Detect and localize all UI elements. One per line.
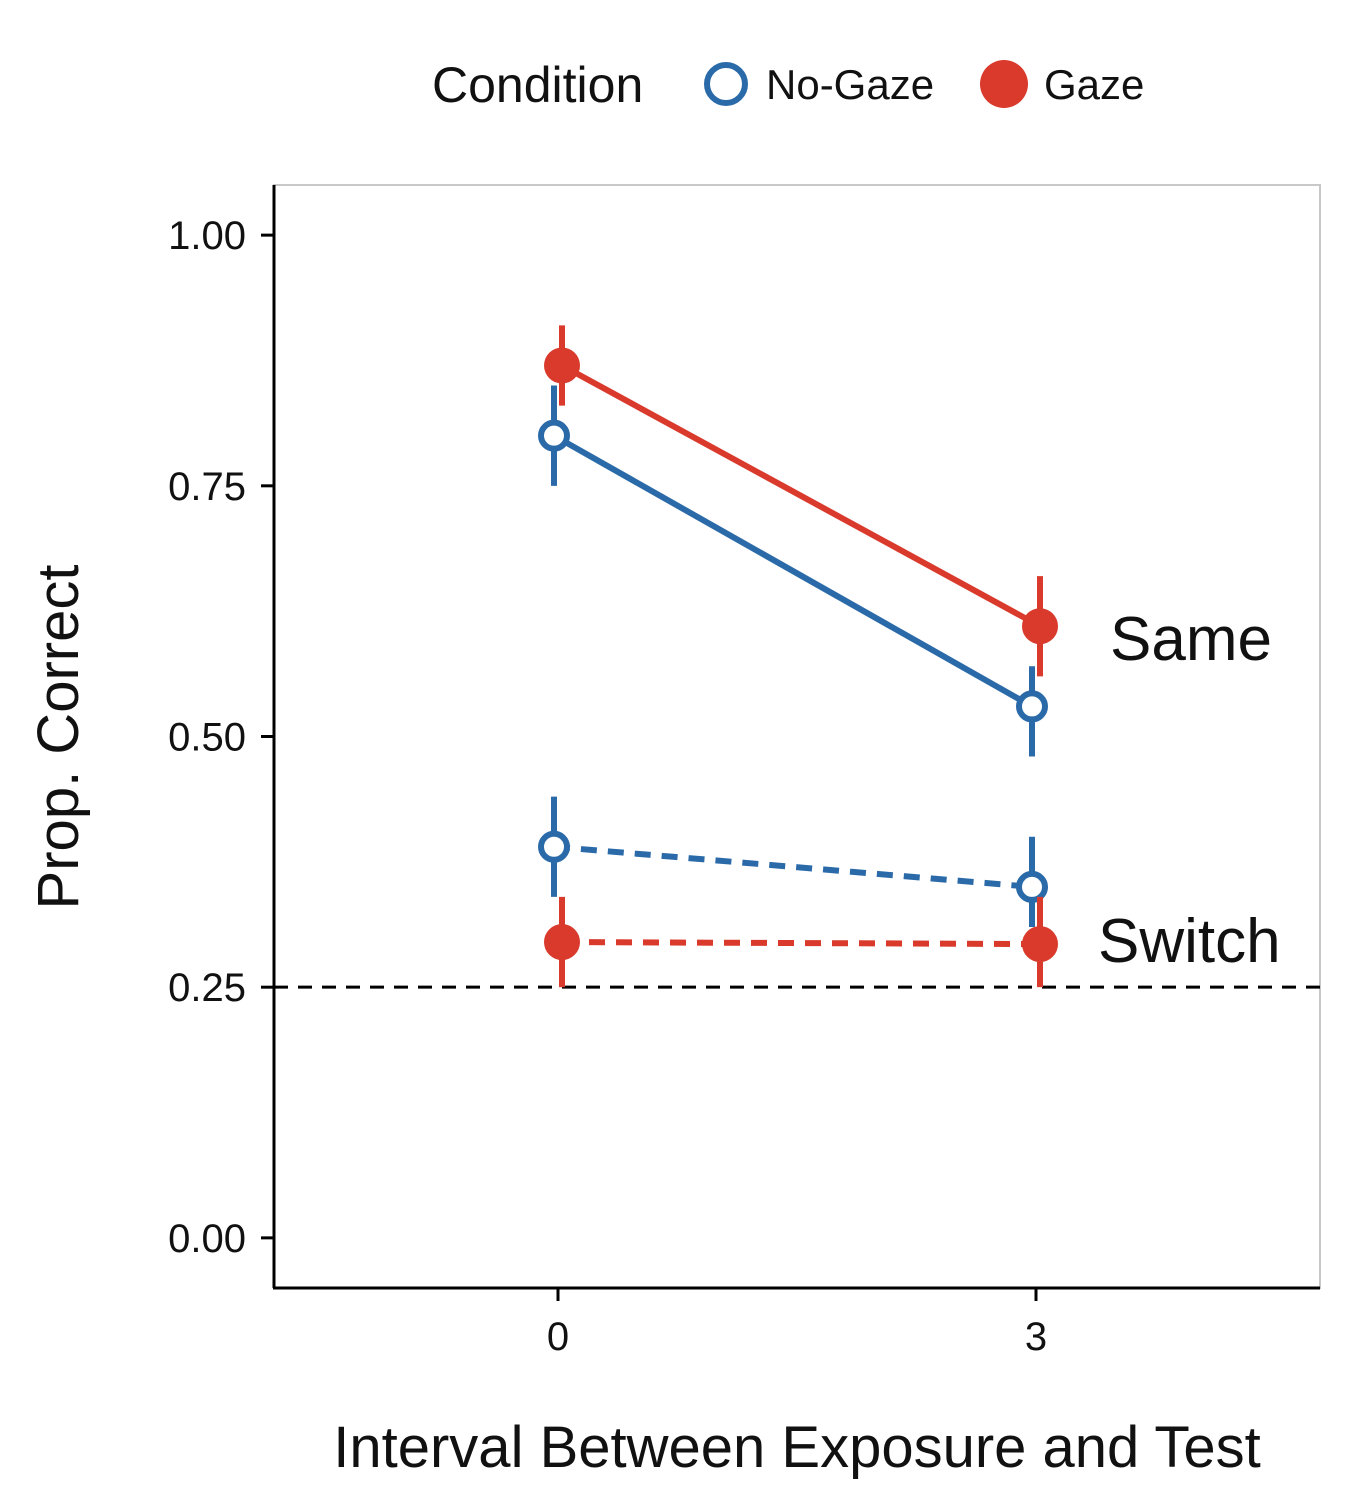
y-axis-title: Prop. Correct: [26, 565, 91, 910]
data-point: [1016, 690, 1048, 723]
series-no-gaze-same: [538, 385, 1048, 757]
series-no-gaze-switch: [538, 796, 1048, 928]
y-tick-label: 1.00: [168, 214, 246, 258]
legend-gaze-marker-icon: [980, 60, 1028, 108]
y-tick-label: 0.00: [168, 1217, 246, 1261]
y-tick-label: 0.75: [168, 465, 246, 509]
data-point: [544, 924, 580, 961]
series-layer: [538, 325, 1058, 988]
data-point: [1022, 926, 1058, 963]
data-point: [1016, 870, 1048, 903]
legend-title: Condition: [432, 57, 643, 113]
legend-gaze-label: Gaze: [1044, 61, 1144, 108]
annotation-switch: Switch: [1098, 907, 1281, 976]
y-tick-label: 0.25: [168, 966, 246, 1010]
legend-no-gaze-label: No-Gaze: [766, 61, 934, 108]
y-axis: 0.00 0.25 0.50 0.75 1.00: [168, 185, 276, 1288]
data-point: [1022, 608, 1058, 645]
data-point: [544, 347, 580, 384]
data-point: [538, 830, 570, 863]
series-line: [552, 433, 1034, 710]
legend-no-gaze-marker-icon: [704, 62, 748, 106]
x-tick-label: 0: [547, 1315, 569, 1359]
annotation-same: Same: [1110, 605, 1272, 674]
y-tick-label: 0.50: [168, 716, 246, 760]
series-gaze-switch: [544, 896, 1058, 988]
plot-panel: [273, 184, 1321, 1289]
series-line: [560, 362, 1042, 629]
series-gaze-same: [544, 325, 1058, 677]
legend: Condition No-Gaze Gaze: [432, 57, 1144, 113]
x-axis-title: Interval Between Exposure and Test: [333, 1415, 1261, 1480]
x-tick-label: 3: [1025, 1315, 1047, 1359]
data-point: [538, 419, 570, 452]
